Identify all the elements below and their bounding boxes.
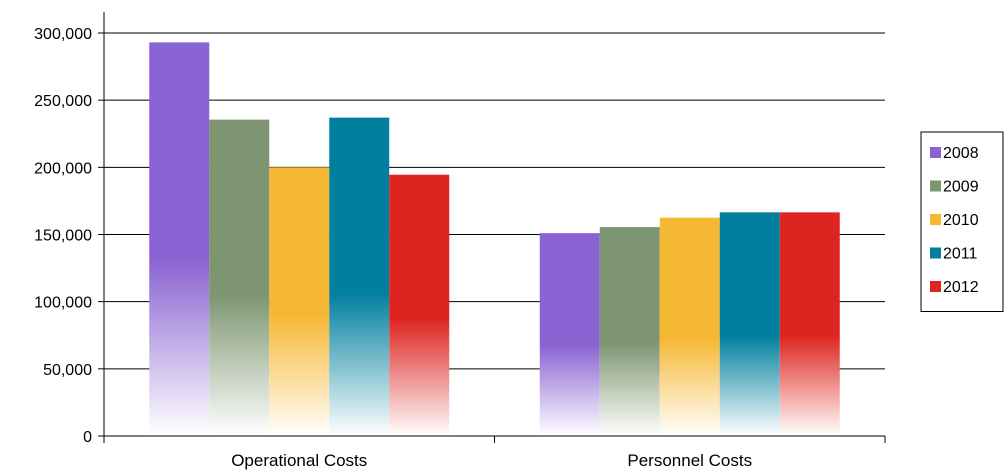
y-tick-label: 150,000 xyxy=(34,228,92,245)
axes xyxy=(98,12,886,443)
y-tick-label: 0 xyxy=(83,429,92,446)
x-axis-categories: Operational Costs Personnel Costs xyxy=(231,451,752,470)
legend-label: 2012 xyxy=(943,279,979,296)
legend-label: 2011 xyxy=(943,246,978,263)
legend: 2008 2009 2010 2011 2012 xyxy=(920,131,1004,312)
bar-2011-1 xyxy=(719,212,780,436)
bar-2008-1 xyxy=(539,233,600,436)
bar-2012-0 xyxy=(389,174,450,436)
y-tick-label: 200,000 xyxy=(34,160,92,177)
y-axis-ticks: 0 50,000 100,000 150,000 200,000 250,000 300,0… xyxy=(34,26,92,446)
bar-2009-1 xyxy=(599,227,660,436)
legend-swatch xyxy=(930,247,941,259)
legend-swatch xyxy=(930,281,941,292)
y-tick-label: 50,000 xyxy=(43,362,92,379)
legend-swatch xyxy=(930,214,941,225)
legend-label: 2008 xyxy=(943,145,979,162)
bars xyxy=(149,42,840,437)
bar-2009-0 xyxy=(209,119,270,437)
y-tick-label: 300,000 xyxy=(34,26,92,43)
bar-2010-1 xyxy=(659,217,720,436)
x-category-label: Operational Costs xyxy=(231,451,367,470)
legend-swatch xyxy=(930,147,941,158)
bar-2008-0 xyxy=(149,42,210,437)
bar-2010-0 xyxy=(269,167,330,437)
legend-label: 2010 xyxy=(943,212,979,229)
y-tick-label: 250,000 xyxy=(34,93,92,110)
y-tick-label: 100,000 xyxy=(34,295,92,312)
legend-label: 2009 xyxy=(943,179,979,196)
bar-2012-1 xyxy=(779,212,840,436)
legend-swatch xyxy=(930,180,941,192)
bar-2011-0 xyxy=(329,117,390,436)
x-category-label: Personnel Costs xyxy=(627,451,752,470)
